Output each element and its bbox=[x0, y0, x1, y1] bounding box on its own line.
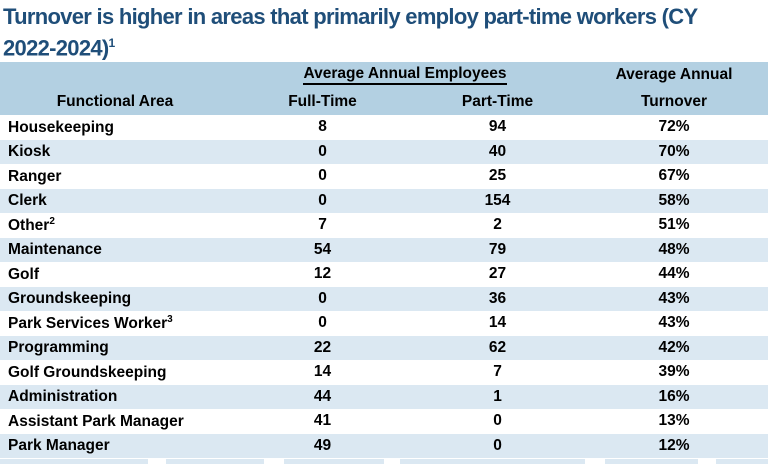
cell-full-time: 0 bbox=[318, 142, 327, 160]
cell-part-time: 40 bbox=[488, 142, 507, 160]
cell-functional-area: Maintenance bbox=[8, 241, 102, 259]
table-row: Golf Groundskeeping 14 7 39% bbox=[0, 360, 768, 385]
cell-turnover: 16% bbox=[658, 387, 690, 405]
cell-turnover: 44% bbox=[658, 265, 690, 283]
cell-functional-area: Clerk bbox=[8, 192, 47, 210]
cell-functional-area: Golf bbox=[8, 265, 39, 283]
cell-part-time: 2 bbox=[493, 216, 502, 234]
cell-full-time: 41 bbox=[313, 412, 332, 430]
cell-functional-area: Housekeeping bbox=[8, 118, 114, 136]
cell-part-time: 154 bbox=[484, 191, 511, 209]
cell-functional-area: Golf Groundskeeping bbox=[8, 363, 167, 381]
page-title-line1: Turnover is higher in areas that primari… bbox=[3, 4, 698, 29]
cell-turnover: 48% bbox=[658, 240, 690, 258]
cell-turnover: 70% bbox=[658, 142, 690, 160]
table-header: Average Annual Employees Average Annual … bbox=[0, 62, 768, 115]
cell-part-time: 0 bbox=[493, 436, 502, 454]
cell-full-time: 12 bbox=[313, 265, 332, 283]
cell-turnover: 72% bbox=[658, 118, 690, 136]
cell-part-time: 7 bbox=[493, 363, 502, 381]
cell-full-time: 49 bbox=[313, 436, 332, 454]
cutoff-gap bbox=[698, 459, 716, 464]
turnover-table: Average Annual Employees Average Annual … bbox=[0, 62, 768, 458]
table-row: Ranger 0 25 67% bbox=[0, 164, 768, 189]
cell-part-time: 0 bbox=[493, 412, 502, 430]
cell-part-time: 1 bbox=[493, 387, 502, 405]
cell-full-time: 0 bbox=[318, 289, 327, 307]
cell-full-time: 7 bbox=[318, 216, 327, 234]
cell-functional-area: Groundskeeping bbox=[8, 290, 132, 308]
cell-full-time: 8 bbox=[318, 118, 327, 136]
cell-turnover: 58% bbox=[658, 191, 690, 209]
cell-functional-area: Park Manager bbox=[8, 437, 110, 455]
table-row: Park Services Worker3 0 14 43% bbox=[0, 311, 768, 336]
cell-part-time: 79 bbox=[488, 240, 507, 258]
cutoff-gap bbox=[384, 459, 400, 464]
cell-turnover: 39% bbox=[658, 363, 690, 381]
cell-part-time: 94 bbox=[488, 118, 507, 136]
header-full-time: Full-Time bbox=[288, 92, 357, 110]
table-row: Housekeeping 8 94 72% bbox=[0, 115, 768, 140]
cell-functional-area: Other2 bbox=[8, 215, 55, 234]
cell-part-time: 62 bbox=[488, 338, 507, 356]
table-row: Golf 12 27 44% bbox=[0, 262, 768, 287]
table-row: Programming 22 62 42% bbox=[0, 335, 768, 360]
table-body: Housekeeping 8 94 72% Kiosk 0 40 70% Ran… bbox=[0, 115, 768, 458]
cell-turnover: 51% bbox=[658, 216, 690, 234]
header-turnover-line2: Turnover bbox=[640, 92, 708, 110]
table-row: Other2 7 2 51% bbox=[0, 213, 768, 238]
table-row: Administration 44 1 16% bbox=[0, 384, 768, 409]
cell-functional-area: Park Services Worker3 bbox=[8, 313, 173, 332]
cell-turnover: 43% bbox=[658, 289, 690, 307]
table-row: Kiosk 0 40 70% bbox=[0, 139, 768, 164]
title-footnote-marker: 1 bbox=[108, 36, 116, 50]
cell-full-time: 0 bbox=[318, 314, 327, 332]
cell-turnover: 13% bbox=[658, 412, 690, 430]
cell-full-time: 0 bbox=[318, 167, 327, 185]
cell-full-time: 22 bbox=[313, 338, 332, 356]
table-row: Clerk 0 154 58% bbox=[0, 188, 768, 213]
cell-turnover: 12% bbox=[658, 436, 690, 454]
cutoff-gap bbox=[585, 459, 605, 464]
cutoff-gap bbox=[148, 459, 166, 464]
cell-functional-area: Kiosk bbox=[8, 143, 51, 161]
cutoff-gap bbox=[264, 459, 284, 464]
table-row: Park Manager 49 0 12% bbox=[0, 433, 768, 458]
table-row: Maintenance 54 79 48% bbox=[0, 237, 768, 262]
header-employees-group: Average Annual Employees bbox=[230, 62, 580, 88]
cell-functional-area: Administration bbox=[8, 388, 118, 406]
cell-part-time: 27 bbox=[488, 265, 507, 283]
page-title-line2: 2022-2024)1 bbox=[3, 35, 116, 61]
cell-functional-area: Assistant Park Manager bbox=[8, 412, 184, 430]
cell-full-time: 14 bbox=[313, 363, 332, 381]
cell-functional-area: Ranger bbox=[8, 167, 62, 185]
cell-functional-area: Programming bbox=[8, 339, 109, 357]
table-row: Assistant Park Manager 41 0 13% bbox=[0, 409, 768, 434]
page-title: Turnover is higher in areas that primari… bbox=[0, 0, 768, 61]
cell-part-time: 36 bbox=[488, 289, 507, 307]
header-turnover-line1: Average Annual bbox=[615, 66, 733, 83]
cell-full-time: 44 bbox=[313, 387, 332, 405]
cell-turnover: 42% bbox=[658, 338, 690, 356]
cell-part-time: 25 bbox=[488, 167, 507, 185]
cutoff-next-row bbox=[0, 459, 768, 464]
table-row: Groundskeeping 0 36 43% bbox=[0, 286, 768, 311]
header-functional-area: Functional Area bbox=[56, 92, 174, 110]
cell-turnover: 67% bbox=[658, 167, 690, 185]
cell-part-time: 14 bbox=[488, 314, 507, 332]
cell-full-time: 54 bbox=[313, 240, 332, 258]
header-part-time: Part-Time bbox=[461, 92, 534, 110]
cell-full-time: 0 bbox=[318, 191, 327, 209]
cell-turnover: 43% bbox=[658, 314, 690, 332]
